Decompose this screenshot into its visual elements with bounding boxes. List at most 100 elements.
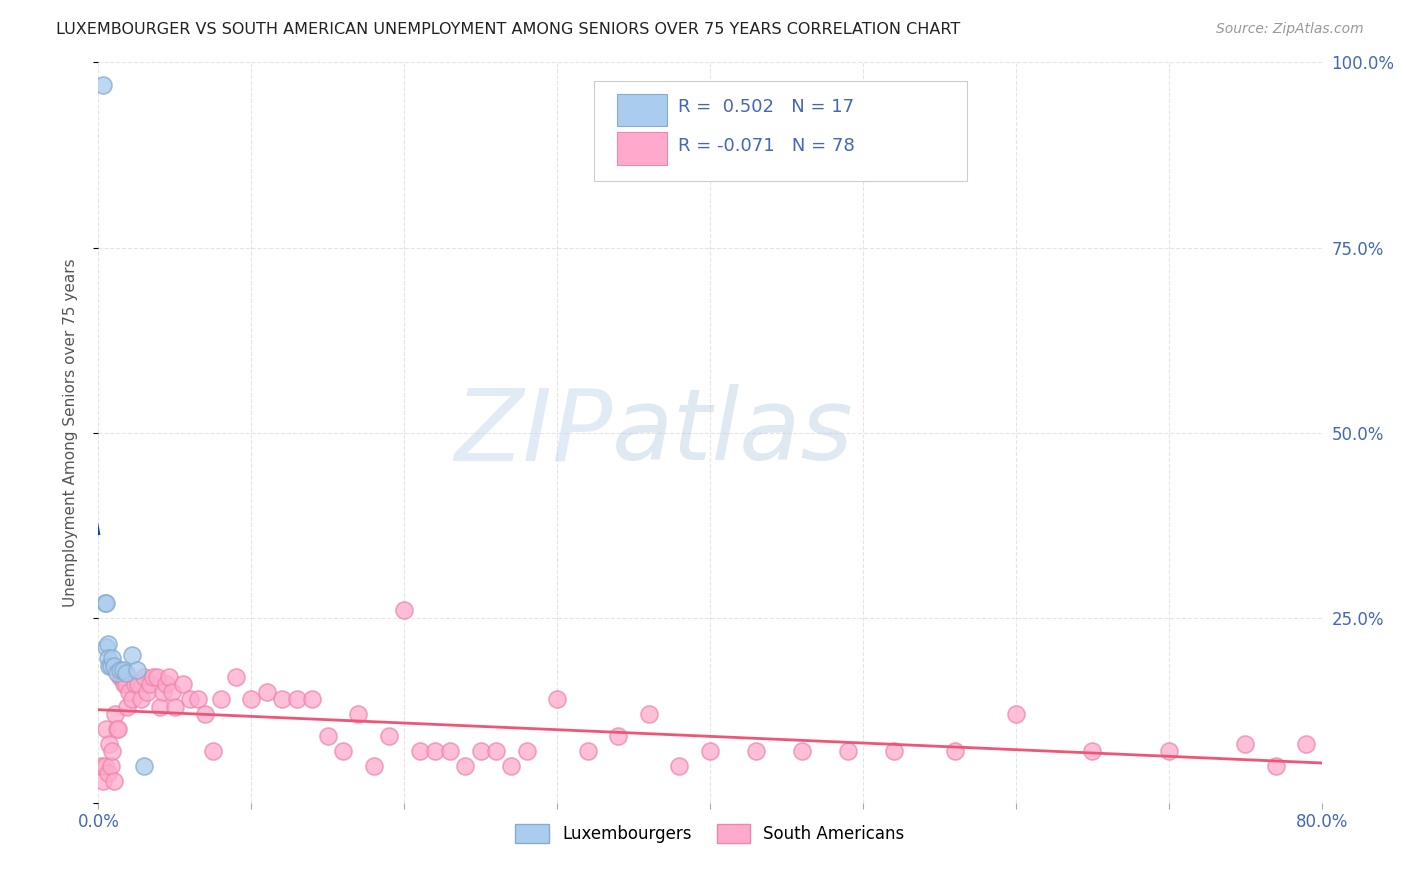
Point (115, 666, 138, 681)
Point (105, 722, 128, 736)
Point (157, 670, 180, 684)
Point (134, 670, 156, 684)
FancyBboxPatch shape (593, 81, 967, 181)
Point (194, 706, 217, 721)
Point (179, 692, 201, 706)
Point (363, 758, 385, 772)
Point (98, 658, 121, 673)
Point (94, 640, 117, 655)
Point (125, 663, 148, 677)
Point (124, 677, 146, 691)
Point (93, 758, 115, 772)
Point (104, 706, 127, 721)
Point (209, 692, 232, 706)
Point (439, 744, 461, 758)
Point (98, 737, 121, 751)
Point (943, 744, 966, 758)
Point (423, 744, 446, 758)
Point (392, 603, 416, 617)
Text: R =  0.502   N = 17: R = 0.502 N = 17 (678, 98, 855, 116)
Point (240, 692, 263, 706)
Point (91, 78, 114, 92)
Text: R = -0.071   N = 78: R = -0.071 N = 78 (678, 137, 855, 155)
Point (316, 729, 339, 743)
Point (121, 692, 143, 706)
Point (668, 758, 690, 772)
Point (1295, 737, 1317, 751)
Point (576, 744, 599, 758)
Point (101, 744, 124, 758)
Text: LUXEMBOURGER VS SOUTH AMERICAN UNEMPLOYMENT AMONG SENIORS OVER 75 YEARS CORRELAT: LUXEMBOURGER VS SOUTH AMERICAN UNEMPLOYM… (56, 22, 960, 37)
Point (470, 744, 492, 758)
Point (408, 744, 430, 758)
Point (347, 706, 370, 721)
Point (100, 758, 122, 772)
Point (225, 670, 247, 684)
Point (110, 670, 132, 684)
Point (637, 706, 661, 721)
Point (745, 744, 768, 758)
Point (117, 699, 139, 714)
Point (145, 670, 167, 684)
Y-axis label: Unemployment Among Seniors over 75 years: Unemployment Among Seniors over 75 years (63, 259, 77, 607)
Point (139, 677, 162, 691)
Point (202, 744, 225, 758)
Point (100, 658, 122, 673)
Point (332, 744, 354, 758)
Point (301, 692, 323, 706)
Point (607, 729, 630, 743)
Point (1004, 706, 1026, 721)
Point (94, 596, 117, 610)
Point (285, 692, 308, 706)
Point (103, 658, 125, 673)
Point (1234, 737, 1257, 751)
Point (129, 692, 152, 706)
Point (883, 744, 905, 758)
Point (101, 651, 124, 665)
Point (454, 758, 477, 772)
Point (115, 677, 138, 691)
Point (790, 744, 813, 758)
Point (108, 663, 131, 677)
Point (111, 670, 134, 684)
Point (172, 677, 194, 691)
Text: Source: ZipAtlas.com: Source: ZipAtlas.com (1216, 22, 1364, 37)
Point (136, 685, 159, 699)
Point (378, 729, 401, 743)
Point (97, 766, 120, 780)
Point (142, 670, 165, 684)
FancyBboxPatch shape (617, 132, 668, 165)
Point (501, 758, 523, 772)
FancyBboxPatch shape (617, 94, 668, 126)
Point (90, 758, 112, 772)
Text: ZIP: ZIP (454, 384, 612, 481)
Point (108, 670, 131, 684)
Text: atlas: atlas (612, 384, 853, 481)
Point (105, 666, 128, 681)
Point (97, 651, 120, 665)
Point (270, 692, 292, 706)
Point (91, 773, 114, 788)
Legend: Luxembourgers, South Americans: Luxembourgers, South Americans (509, 817, 911, 850)
Point (1081, 744, 1104, 758)
Point (163, 699, 186, 714)
Point (546, 692, 568, 706)
Point (93, 596, 115, 610)
Point (94, 722, 117, 736)
Point (152, 685, 174, 699)
Point (127, 677, 149, 691)
Point (516, 744, 538, 758)
Point (699, 744, 721, 758)
Point (1157, 744, 1180, 758)
Point (485, 744, 508, 758)
Point (837, 744, 859, 758)
Point (103, 773, 125, 788)
Point (187, 692, 209, 706)
Point (111, 663, 134, 677)
Point (118, 685, 141, 699)
Point (256, 685, 278, 699)
Point (155, 677, 177, 691)
Point (160, 685, 183, 699)
Point (134, 758, 156, 772)
Point (149, 699, 172, 714)
